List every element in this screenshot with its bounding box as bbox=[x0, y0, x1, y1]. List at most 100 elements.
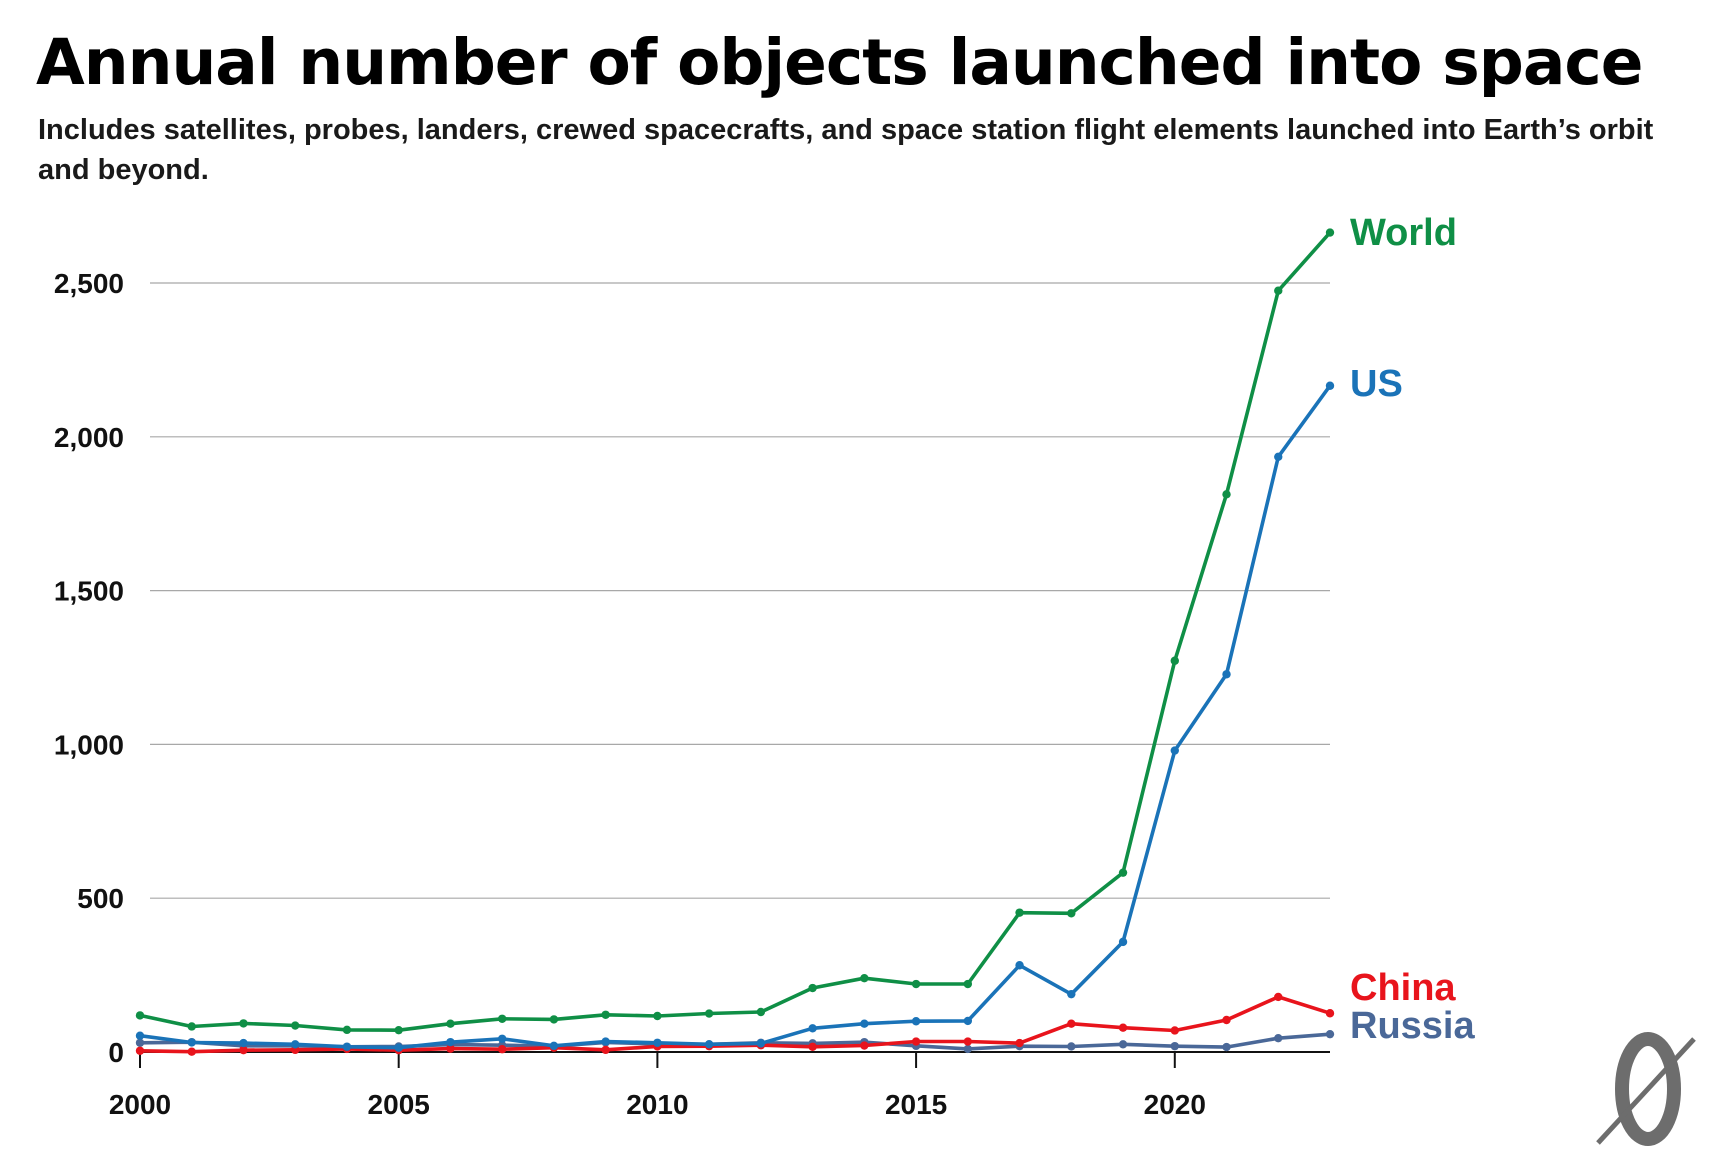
series-line-world bbox=[138, 230, 1332, 1032]
data-point-china bbox=[497, 1045, 507, 1054]
data-point-world bbox=[1170, 656, 1179, 665]
data-point-world bbox=[1222, 490, 1231, 499]
data-point-us bbox=[653, 1038, 662, 1047]
data-point-russia bbox=[1067, 1042, 1076, 1051]
chart-subtitle: Includes satellites, probes, landers, cr… bbox=[38, 114, 1654, 186]
data-point-china bbox=[1118, 1023, 1128, 1032]
series-line-us bbox=[138, 383, 1332, 1050]
data-point-china bbox=[601, 1045, 610, 1055]
y-axis-ticks: 0 500 1,000 1,500 2,000 2,500 bbox=[54, 268, 124, 1068]
data-point-world bbox=[1015, 908, 1024, 917]
x-tick-label: 2020 bbox=[1144, 1089, 1206, 1120]
data-point-us bbox=[342, 1042, 352, 1051]
data-point-china bbox=[239, 1045, 248, 1055]
data-point-world bbox=[704, 1009, 714, 1018]
x-tick-label: 2005 bbox=[368, 1089, 430, 1120]
data-point-russia bbox=[1274, 1033, 1283, 1043]
data-point-world bbox=[1274, 286, 1283, 295]
data-point-us bbox=[549, 1041, 559, 1051]
publisher-logo-icon bbox=[1596, 1032, 1696, 1146]
data-point-us bbox=[497, 1034, 507, 1043]
data-point-russia bbox=[135, 1038, 145, 1047]
data-point-us bbox=[860, 1019, 869, 1028]
data-point-russia bbox=[1118, 1040, 1128, 1049]
data-point-world bbox=[394, 1025, 403, 1035]
data-point-russia bbox=[1222, 1042, 1231, 1052]
data-point-world bbox=[446, 1019, 455, 1028]
y-tick-label: 1,000 bbox=[54, 729, 124, 760]
data-point-russia bbox=[963, 1044, 973, 1054]
x-tick-label: 2015 bbox=[885, 1089, 947, 1120]
series-label-russia: Russia bbox=[1350, 1005, 1475, 1047]
data-point-us bbox=[291, 1040, 300, 1049]
data-point-us bbox=[756, 1039, 766, 1048]
data-point-us bbox=[446, 1037, 455, 1047]
data-point-china bbox=[1222, 1015, 1231, 1025]
series-label-world: World bbox=[1350, 212, 1457, 254]
series-china bbox=[135, 992, 1335, 1056]
series-label-china: China bbox=[1350, 967, 1456, 1009]
data-point-world bbox=[135, 1011, 145, 1020]
data-point-us bbox=[394, 1043, 403, 1052]
data-point-china bbox=[1274, 992, 1283, 1002]
data-point-us bbox=[239, 1038, 248, 1048]
data-point-china bbox=[187, 1047, 196, 1056]
y-tick-label: 500 bbox=[77, 883, 124, 914]
data-point-us bbox=[911, 1017, 921, 1026]
data-point-world bbox=[549, 1015, 559, 1024]
data-point-china bbox=[808, 1042, 817, 1051]
data-point-us bbox=[1170, 746, 1179, 755]
series-lines bbox=[135, 228, 1335, 1056]
series-us bbox=[135, 381, 1335, 1052]
data-point-us bbox=[1015, 961, 1024, 970]
x-tick-label: 2000 bbox=[109, 1089, 171, 1120]
y-tick-label: 1,500 bbox=[54, 576, 124, 607]
data-point-us bbox=[963, 1016, 973, 1026]
x-tick-label: 2010 bbox=[626, 1089, 688, 1120]
chart-title: Annual number of objects launched into s… bbox=[36, 26, 1643, 99]
y-tick-label: 0 bbox=[108, 1037, 124, 1068]
data-point-us bbox=[601, 1037, 610, 1046]
data-point-world bbox=[653, 1011, 662, 1021]
data-point-world bbox=[342, 1025, 352, 1035]
data-point-china bbox=[860, 1041, 869, 1050]
data-point-world bbox=[860, 973, 869, 983]
x-axis: 2000 2005 2010 2015 2020 bbox=[109, 1051, 1330, 1120]
series-line-china bbox=[138, 995, 1332, 1054]
data-point-world bbox=[963, 979, 973, 989]
data-point-china bbox=[1067, 1019, 1076, 1028]
data-point-world bbox=[291, 1021, 300, 1030]
data-point-us bbox=[135, 1031, 145, 1040]
gridlines bbox=[150, 282, 1330, 899]
data-point-world bbox=[808, 983, 817, 993]
y-tick-label: 2,500 bbox=[54, 268, 124, 299]
data-point-us bbox=[1067, 989, 1076, 999]
data-point-china bbox=[135, 1046, 145, 1055]
data-point-world bbox=[187, 1022, 196, 1031]
data-point-us bbox=[1222, 670, 1231, 679]
data-point-china bbox=[446, 1044, 455, 1053]
data-point-world bbox=[1067, 909, 1076, 918]
data-point-china bbox=[1325, 1009, 1335, 1018]
data-point-us bbox=[1118, 937, 1128, 947]
data-point-world bbox=[239, 1019, 248, 1028]
series-world bbox=[135, 228, 1335, 1035]
data-point-us bbox=[1325, 381, 1335, 390]
y-tick-label: 2,000 bbox=[54, 422, 124, 453]
data-point-world bbox=[1118, 868, 1128, 877]
data-point-russia bbox=[1170, 1041, 1179, 1051]
data-point-us bbox=[808, 1024, 817, 1033]
data-point-china bbox=[963, 1037, 973, 1046]
data-point-world bbox=[756, 1007, 766, 1017]
series-label-us: US bbox=[1350, 363, 1403, 405]
data-point-russia bbox=[1325, 1029, 1335, 1039]
data-point-china bbox=[1170, 1026, 1179, 1035]
data-point-us bbox=[187, 1038, 196, 1047]
data-point-world bbox=[497, 1014, 507, 1023]
data-point-us bbox=[1274, 452, 1283, 461]
data-point-china bbox=[1015, 1038, 1024, 1048]
data-point-china bbox=[911, 1037, 921, 1046]
data-point-world bbox=[1325, 228, 1335, 237]
